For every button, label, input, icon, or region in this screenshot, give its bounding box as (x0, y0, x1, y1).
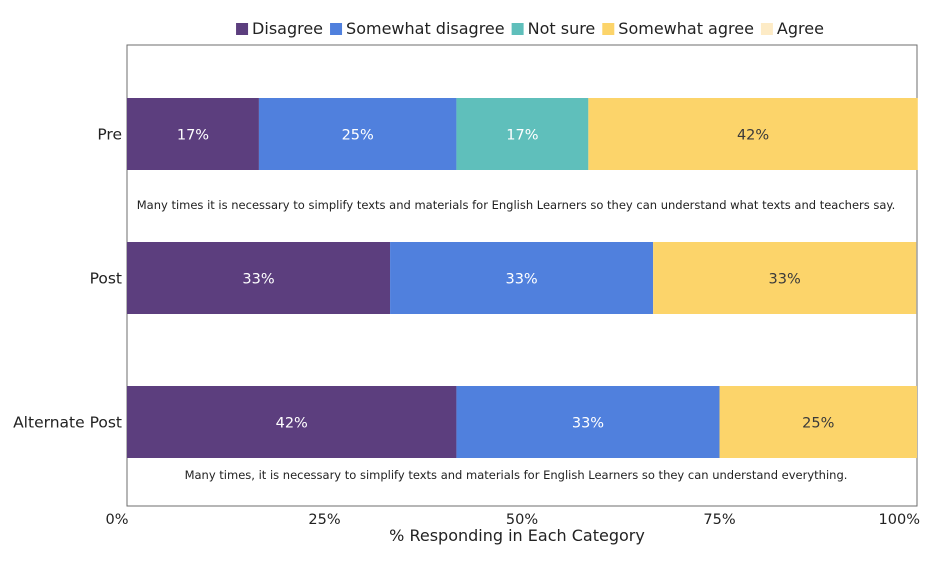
bar-alternate-post-somewhat-disagree (456, 386, 720, 458)
annotation-1: Many times it is necessary to simplify t… (137, 198, 896, 212)
x-tick-labels: 0% 25% 50% 75% 100% (105, 512, 920, 528)
data-label-alternate-post-somewhat-disagree: 33% (572, 416, 604, 432)
category-label-post: Post (90, 270, 122, 288)
data-label-alternate-post-disagree: 42% (276, 416, 308, 432)
legend-item-not-sure: Not sure (511, 19, 596, 38)
data-label-pre-somewhat-agree: 42% (737, 128, 769, 144)
legend-label-somewhat-agree: Somewhat agree (618, 19, 754, 38)
bars: 17% 25% 17% 42% 33% 33% 33% 42% 33% 25% (127, 98, 918, 458)
legend-item-disagree: Disagree (236, 19, 323, 38)
data-label-alternate-post-somewhat-agree: 25% (802, 416, 834, 432)
legend-swatch-agree (760, 23, 773, 35)
x-tick-label-100: 100% (879, 512, 920, 528)
data-label-pre-disagree: 17% (177, 128, 209, 144)
category-label-alternate-post: Alternate Post (13, 414, 122, 432)
bar-post-somewhat-disagree (390, 242, 654, 314)
category-labels: Pre Post Alternate Post (13, 126, 122, 432)
bar-pre-disagree (127, 98, 259, 170)
legend-swatch-not-sure (511, 23, 524, 35)
legend-label-somewhat-disagree: Somewhat disagree (346, 19, 505, 38)
bar-pre-not-sure (456, 98, 589, 170)
data-label-post-somewhat-disagree: 33% (505, 272, 537, 288)
annotations: Many times it is necessary to simplify t… (137, 198, 896, 482)
x-tick-label-25: 25% (308, 512, 340, 528)
legend-label-agree: Agree (777, 19, 824, 38)
legend-swatch-disagree (236, 23, 249, 35)
legend-item-agree: Agree (760, 19, 824, 38)
x-tick-label-0: 0% (105, 512, 128, 528)
data-label-pre-somewhat-disagree: 25% (342, 128, 374, 144)
legend: Disagree Somewhat disagree Not sure Somewha… (236, 19, 824, 38)
x-tick-label-50: 50% (506, 512, 538, 528)
category-label-pre: Pre (97, 126, 122, 144)
data-label-post-somewhat-agree: 33% (769, 272, 801, 288)
data-label-post-disagree: 33% (242, 272, 274, 288)
legend-item-somewhat-disagree: Somewhat disagree (330, 19, 505, 38)
legend-swatch-somewhat-disagree (330, 23, 343, 35)
annotation-2: Many times, it is necessary to simplify … (185, 468, 848, 482)
bar-post-disagree (127, 242, 391, 314)
bar-pre-somewhat-disagree (258, 98, 457, 170)
bar-post-somewhat-agree (653, 242, 917, 314)
bar-alternate-post-somewhat-agree (719, 386, 917, 458)
legend-swatch-somewhat-agree (602, 23, 615, 35)
legend-label-not-sure: Not sure (528, 19, 596, 38)
bar-pre-somewhat-agree (588, 98, 918, 170)
bar-alternate-post-disagree (127, 386, 457, 458)
x-axis-title: % Responding in Each Category (389, 526, 645, 545)
legend-item-somewhat-agree: Somewhat agree (602, 19, 754, 38)
x-tick-label-75: 75% (703, 512, 735, 528)
legend-label-disagree: Disagree (252, 19, 323, 38)
data-label-pre-not-sure: 17% (506, 128, 538, 144)
